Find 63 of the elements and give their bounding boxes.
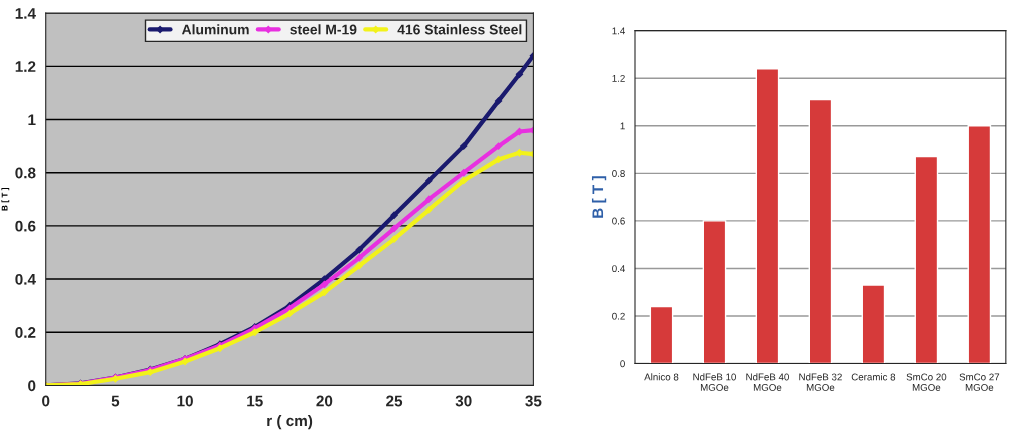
point (390, 235, 398, 244)
point (390, 211, 398, 220)
point (355, 261, 364, 270)
y-tick-label: 1.2 (612, 74, 625, 82)
y-tick-label: 1 (28, 114, 36, 126)
y-tick-label: 1.2 (15, 61, 36, 72)
x-tick-label: 20 (316, 395, 333, 407)
x-tick-label: 30 (455, 395, 472, 407)
y-tick-label: 0.8 (612, 170, 625, 177)
x-tick-label: SmCo 20 MGOe (906, 373, 947, 391)
x-tick-label: SmCo 27 MGOe (959, 373, 1000, 391)
point (355, 245, 364, 254)
bar (649, 305, 674, 364)
x-tick-label: 0 (42, 395, 50, 407)
y-tick-label: 0.6 (15, 220, 36, 232)
bar (808, 98, 833, 364)
point (494, 155, 503, 164)
point (424, 206, 433, 214)
legend-label: 416 Stainless Steel (397, 24, 522, 35)
y-tick-label: 0.2 (612, 312, 625, 320)
bar (967, 125, 992, 364)
x-tick-label: 5 (111, 395, 120, 407)
y-tick-label: 0.2 (15, 327, 36, 338)
bar (914, 155, 939, 364)
y-tick-label: 1.4 (612, 27, 625, 35)
point (459, 176, 468, 185)
point (390, 224, 398, 233)
y-axis-title: B [ T ] (1, 187, 10, 211)
x-tick-label: NdFeB 32 MGOe (799, 373, 842, 391)
y-tick-label: 1.4 (15, 8, 36, 19)
x-tick-label: 10 (177, 395, 193, 407)
bar (702, 220, 727, 364)
point (515, 70, 524, 79)
point (250, 328, 259, 337)
point (494, 142, 503, 151)
x-tick-label: 35 (525, 395, 542, 407)
y-tick-label: 0 (620, 360, 625, 368)
y-tick-label: 0.6 (612, 217, 625, 225)
x-tick-label: NdFeB 10 MGOe (693, 373, 736, 391)
x-tick-label: 25 (386, 395, 403, 407)
bar (755, 68, 780, 364)
point (494, 96, 503, 105)
x-tick-label: NdFeB 40 MGOe (746, 373, 789, 391)
x-axis-title: r ( cm) (267, 414, 313, 430)
point (459, 142, 468, 151)
x-tick-label: Ceramic 8 (851, 373, 896, 381)
point (424, 176, 433, 185)
point (424, 195, 433, 204)
x-tick-label: Alnico 8 (644, 373, 679, 381)
x-tick-label: 15 (247, 395, 263, 407)
y-tick-label: 0.8 (15, 167, 36, 179)
y-tick-label: 1 (620, 122, 625, 130)
legend-label: Aluminum (181, 24, 249, 35)
y-tick-label: 0.4 (15, 273, 36, 285)
bar (861, 284, 886, 364)
y-axis-title: B [ T ] (591, 176, 607, 218)
point (285, 309, 294, 318)
point (459, 168, 468, 177)
y-tick-label: 0.4 (612, 265, 625, 273)
point (355, 253, 364, 262)
point (320, 280, 329, 289)
legend-label: steel M-19 (290, 24, 357, 35)
point (320, 288, 329, 297)
